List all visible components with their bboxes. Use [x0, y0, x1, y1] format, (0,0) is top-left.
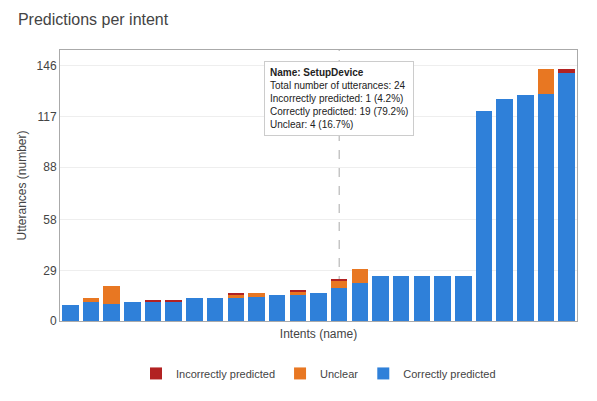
svg-text:117: 117 — [37, 110, 56, 124]
svg-text:Utterances (number): Utterances (number) — [15, 130, 29, 240]
svg-text:Name: SetupDeviceTotal number: Name: SetupDeviceTotal number of utteran… — [270, 67, 408, 130]
svg-text:Correctly predicted: Correctly predicted — [403, 368, 495, 380]
svg-text:Predictions per intent: Predictions per intent — [18, 11, 169, 28]
svg-text:146: 146 — [37, 59, 57, 73]
svg-text:Unclear: Unclear — [320, 368, 358, 380]
svg-text:88: 88 — [43, 160, 57, 174]
svg-text:58: 58 — [43, 213, 57, 227]
svg-text:0: 0 — [50, 314, 57, 328]
svg-text:Incorrectly predicted: Incorrectly predicted — [176, 368, 275, 380]
svg-text:29: 29 — [43, 264, 57, 278]
svg-text:Intents (name): Intents (name) — [280, 327, 357, 341]
